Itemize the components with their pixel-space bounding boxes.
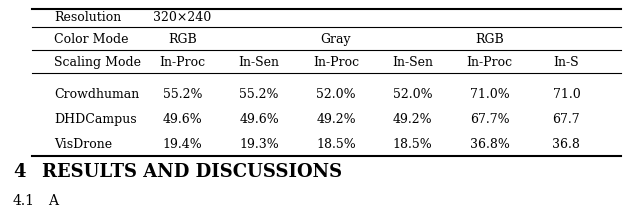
Text: 18.5%: 18.5% xyxy=(393,138,433,151)
Text: Color Mode: Color Mode xyxy=(54,33,129,46)
Text: Gray: Gray xyxy=(321,33,351,46)
Text: 55.2%: 55.2% xyxy=(163,88,202,101)
Text: 49.6%: 49.6% xyxy=(163,113,202,126)
Text: 52.0%: 52.0% xyxy=(316,88,356,101)
Text: In-Proc: In-Proc xyxy=(467,56,513,69)
Text: 55.2%: 55.2% xyxy=(239,88,279,101)
Text: Scaling Mode: Scaling Mode xyxy=(54,56,141,69)
Text: RGB: RGB xyxy=(476,33,504,46)
Text: RGB: RGB xyxy=(168,33,196,46)
Text: 71.0: 71.0 xyxy=(552,88,580,101)
Text: 49.2%: 49.2% xyxy=(316,113,356,126)
Text: 49.6%: 49.6% xyxy=(239,113,279,126)
Text: In-S: In-S xyxy=(554,56,579,69)
Text: 18.5%: 18.5% xyxy=(316,138,356,151)
Text: RESULTS AND DISCUSSIONS: RESULTS AND DISCUSSIONS xyxy=(42,163,342,181)
Text: A: A xyxy=(48,194,58,206)
Text: DHDCampus: DHDCampus xyxy=(54,113,137,126)
Text: In-Sen: In-Sen xyxy=(239,56,280,69)
Text: 4.1: 4.1 xyxy=(13,194,35,206)
Text: Resolution: Resolution xyxy=(54,11,122,23)
Text: 19.3%: 19.3% xyxy=(239,138,279,151)
Text: 67.7: 67.7 xyxy=(552,113,580,126)
Text: 71.0%: 71.0% xyxy=(470,88,509,101)
Text: 67.7%: 67.7% xyxy=(470,113,509,126)
Text: 36.8: 36.8 xyxy=(552,138,580,151)
Text: 4: 4 xyxy=(13,163,26,181)
Text: In-Proc: In-Proc xyxy=(159,56,205,69)
Text: 320×240: 320×240 xyxy=(153,11,212,23)
Text: VisDrone: VisDrone xyxy=(54,138,113,151)
Text: 36.8%: 36.8% xyxy=(470,138,509,151)
Text: 52.0%: 52.0% xyxy=(393,88,433,101)
Text: Crowdhuman: Crowdhuman xyxy=(54,88,140,101)
Text: In-Sen: In-Sen xyxy=(392,56,433,69)
Text: 49.2%: 49.2% xyxy=(393,113,433,126)
Text: In-Proc: In-Proc xyxy=(313,56,359,69)
Text: 19.4%: 19.4% xyxy=(163,138,202,151)
